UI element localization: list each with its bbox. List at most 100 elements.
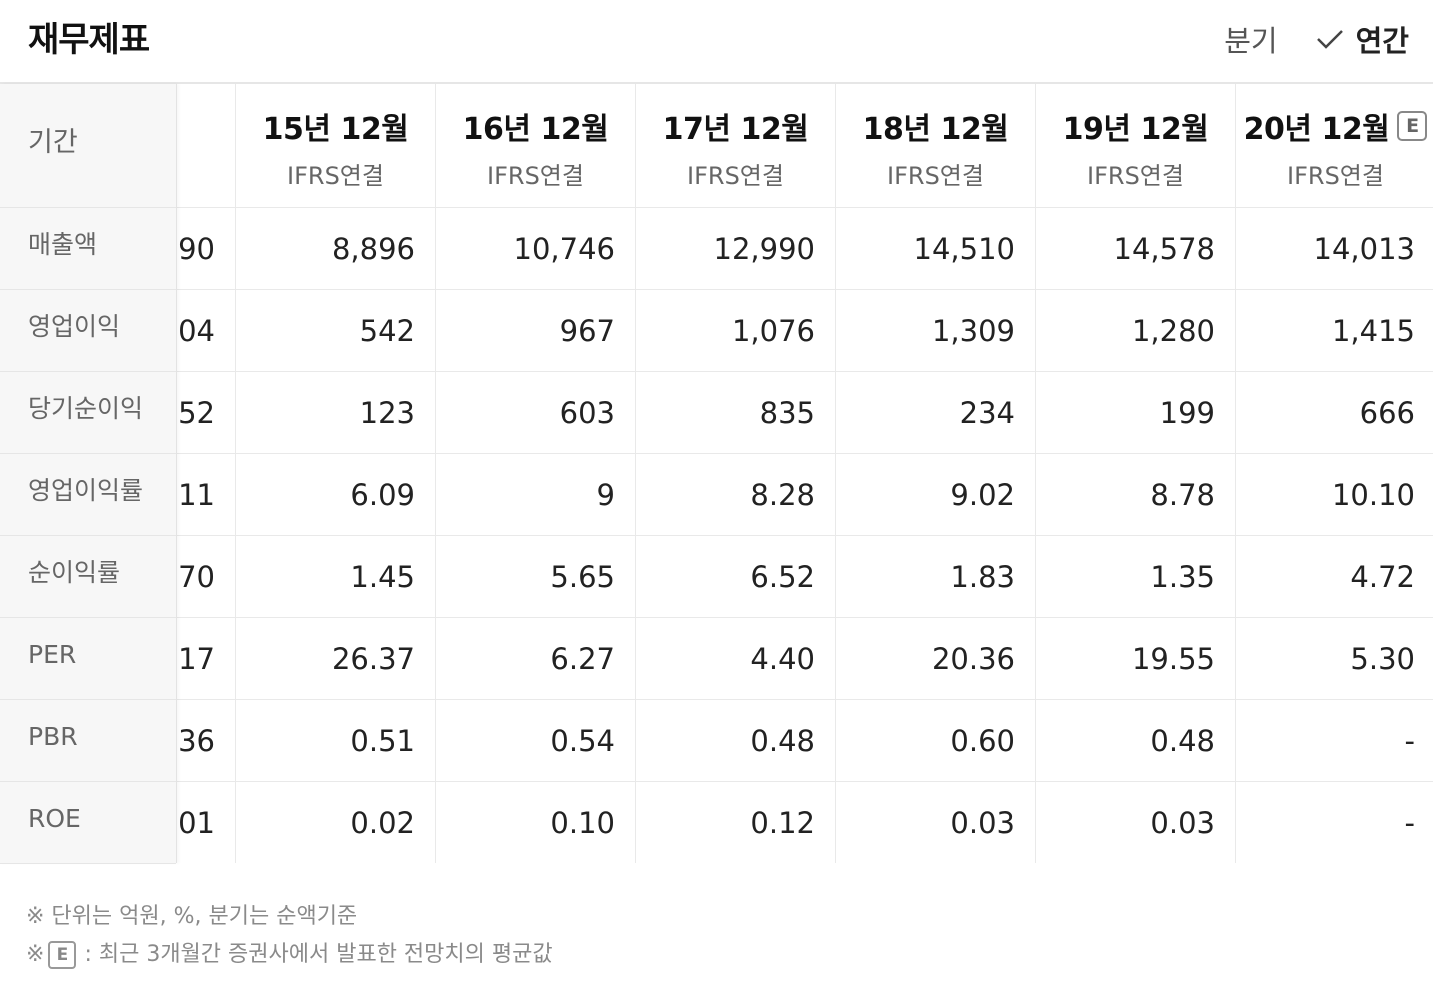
column-date-label: 20년 12월 <box>1243 112 1390 147</box>
table-cell: 8.78 <box>1036 454 1235 536</box>
financial-table[interactable]: 기간 매출액 영업이익 당기순이익 영업이익률 순이익률 PER PBR ROE… <box>0 84 1433 864</box>
column-date-label: 16년 12월 <box>462 112 609 147</box>
table-cell: 1,280 <box>1036 290 1235 372</box>
table-cell: 603 <box>436 372 635 454</box>
estimate-note: ※ E : 최근 3개월간 증권사에서 발표한 전망치의 평균값 <box>26 936 553 974</box>
row-label-per: PER <box>0 618 176 700</box>
column-type: IFRS연결 <box>1087 162 1184 190</box>
table-cell: 0.10 <box>436 782 635 863</box>
table-cell: 1,309 <box>836 290 1035 372</box>
row-label-operating-profit: 영업이익 <box>0 290 176 372</box>
column-date: 16년 12월 <box>436 84 635 147</box>
table-cell: 0.48 <box>1036 700 1235 782</box>
table-cell: 0.03 <box>836 782 1035 863</box>
table-cell: 0.48 <box>636 700 835 782</box>
table-cell: 0.02 <box>236 782 435 863</box>
table-cell: 6.52 <box>636 536 835 618</box>
table-cell: .36 <box>176 700 235 782</box>
row-label-revenue: 매출액 <box>0 208 176 290</box>
period-toggle: 분기 연간 <box>1224 18 1409 60</box>
annual-option[interactable]: 연간 <box>1316 18 1409 60</box>
row-label-roe: ROE <box>0 782 176 864</box>
header: 재무제표 분기 연간 <box>0 0 1433 84</box>
row-label-net-margin: 순이익률 <box>0 536 176 618</box>
table-cell: 542 <box>236 290 435 372</box>
table-column: 20년 12월 E IFRS연결 14,013 1,415 666 10.10 4.72 5.3… <box>1236 84 1433 863</box>
table-cell: 835 <box>636 372 835 454</box>
page-title: 재무제표 <box>28 20 150 60</box>
table-column: 17년 12월 IFRS연결 12,990 1,076 835 8.28 6.52 4.40 0… <box>636 84 836 863</box>
table-cell: 0.12 <box>636 782 835 863</box>
table-cell: 0.54 <box>436 700 635 782</box>
table-cell: 9.02 <box>836 454 1035 536</box>
table-cell: 390 <box>176 208 235 290</box>
table-cell: 666 <box>1236 372 1433 454</box>
column-date-label: 18년 12월 <box>862 112 1009 147</box>
table-cell: 6.27 <box>436 618 635 700</box>
table-cell: 967 <box>436 290 635 372</box>
table-cell: 14,013 <box>1236 208 1433 290</box>
column-header: 17년 12월 IFRS연결 <box>636 84 835 208</box>
column-header: 16년 12월 IFRS연결 <box>436 84 635 208</box>
table-cell: 10.10 <box>1236 454 1433 536</box>
table-cell: 199 <box>1036 372 1235 454</box>
unit-note: ※ 단위는 억원, %, 분기는 순액기준 <box>26 904 358 929</box>
table-cell: 1.35 <box>1036 536 1235 618</box>
column-date: 20년 12월 E <box>1236 84 1433 147</box>
column-date: 18년 12월 <box>836 84 1035 147</box>
table-cell: 14,578 <box>1036 208 1235 290</box>
table-cell: 8,896 <box>236 208 435 290</box>
estimate-badge-icon: E <box>48 941 77 969</box>
annual-option-label: 연간 <box>1355 24 1409 58</box>
table-cell: 9 <box>436 454 635 536</box>
period-label: 기간 <box>0 84 176 208</box>
table-column: 16년 12월 IFRS연결 10,746 967 603 9 5.65 6.27 0.54 0.… <box>436 84 636 863</box>
table-cell: 8.28 <box>636 454 835 536</box>
estimate-note-prefix: ※ <box>26 942 45 967</box>
table-column: 18년 12월 IFRS연결 14,510 1,309 234 9.02 1.83 20.36… <box>836 84 1036 863</box>
table-column: 월결390304452.11.70.17.36.01 <box>176 84 236 863</box>
table-cell: 0.60 <box>836 700 1035 782</box>
check-icon <box>1316 30 1343 49</box>
quarter-option[interactable]: 분기 <box>1224 24 1278 58</box>
table-cell: 0.03 <box>1036 782 1235 863</box>
table-cell: 4.72 <box>1236 536 1433 618</box>
table-cell: 1,415 <box>1236 290 1433 372</box>
table-column: 19년 12월 IFRS연결 14,578 1,280 199 8.78 1.35 19.55… <box>1036 84 1236 863</box>
column-type: IFRS연결 <box>887 162 984 190</box>
table-cell: 304 <box>176 290 235 372</box>
column-date: 월 <box>176 84 235 146</box>
table-cell: 5.65 <box>436 536 635 618</box>
table-cell: 10,746 <box>436 208 635 290</box>
table-cell: 19.55 <box>1036 618 1235 700</box>
column-date-label: 17년 12월 <box>662 112 809 147</box>
table-cell: 6.09 <box>236 454 435 536</box>
row-label-column: 기간 매출액 영업이익 당기순이익 영업이익률 순이익률 PER PBR ROE <box>0 84 177 864</box>
column-type: 결 <box>176 156 235 191</box>
table-cell: 12,990 <box>636 208 835 290</box>
row-label-operating-margin: 영업이익률 <box>0 454 176 536</box>
table-cell: 452 <box>176 372 235 454</box>
column-date: 15년 12월 <box>236 84 435 147</box>
table-cell: 1.83 <box>836 536 1035 618</box>
table-cell: 1,076 <box>636 290 835 372</box>
column-header: 19년 12월 IFRS연결 <box>1036 84 1235 208</box>
table-cell: .01 <box>176 782 235 863</box>
table-cell: 1.45 <box>236 536 435 618</box>
column-type: IFRS연결 <box>1287 162 1384 190</box>
row-label-net-income: 당기순이익 <box>0 372 176 454</box>
table-cell: - <box>1236 700 1433 782</box>
row-label-pbr: PBR <box>0 700 176 782</box>
table-cell: 4.40 <box>636 618 835 700</box>
table-cell: .17 <box>176 618 235 700</box>
column-header: 15년 12월 IFRS연결 <box>236 84 435 208</box>
column-type: IFRS연결 <box>687 162 784 190</box>
table-cell: 14,510 <box>836 208 1035 290</box>
column-date: 17년 12월 <box>636 84 835 147</box>
table-cell: .70 <box>176 536 235 618</box>
table-cell: - <box>1236 782 1433 863</box>
estimate-badge-icon: E <box>1397 111 1428 141</box>
table-column: 15년 12월 IFRS연결 8,896 542 123 6.09 1.45 26.37 0.5… <box>236 84 436 863</box>
table-cell: 123 <box>236 372 435 454</box>
